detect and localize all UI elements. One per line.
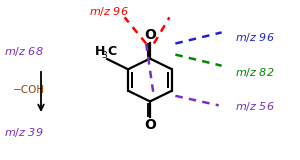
Text: H: H [95,45,106,58]
Text: $m/z$ 39: $m/z$ 39 [4,126,43,139]
Text: O: O [144,28,156,42]
Text: −COH: −COH [13,84,45,95]
Text: $m/z$ 96: $m/z$ 96 [235,31,275,44]
Text: $m/z$ 82: $m/z$ 82 [235,66,274,79]
Text: C: C [108,45,117,58]
Text: O: O [144,118,156,132]
Text: $m/z$ 68: $m/z$ 68 [4,45,43,58]
Text: $m/z$ 56: $m/z$ 56 [235,100,275,113]
Text: $m/z$ 96: $m/z$ 96 [89,5,128,18]
Text: 3: 3 [101,51,107,60]
